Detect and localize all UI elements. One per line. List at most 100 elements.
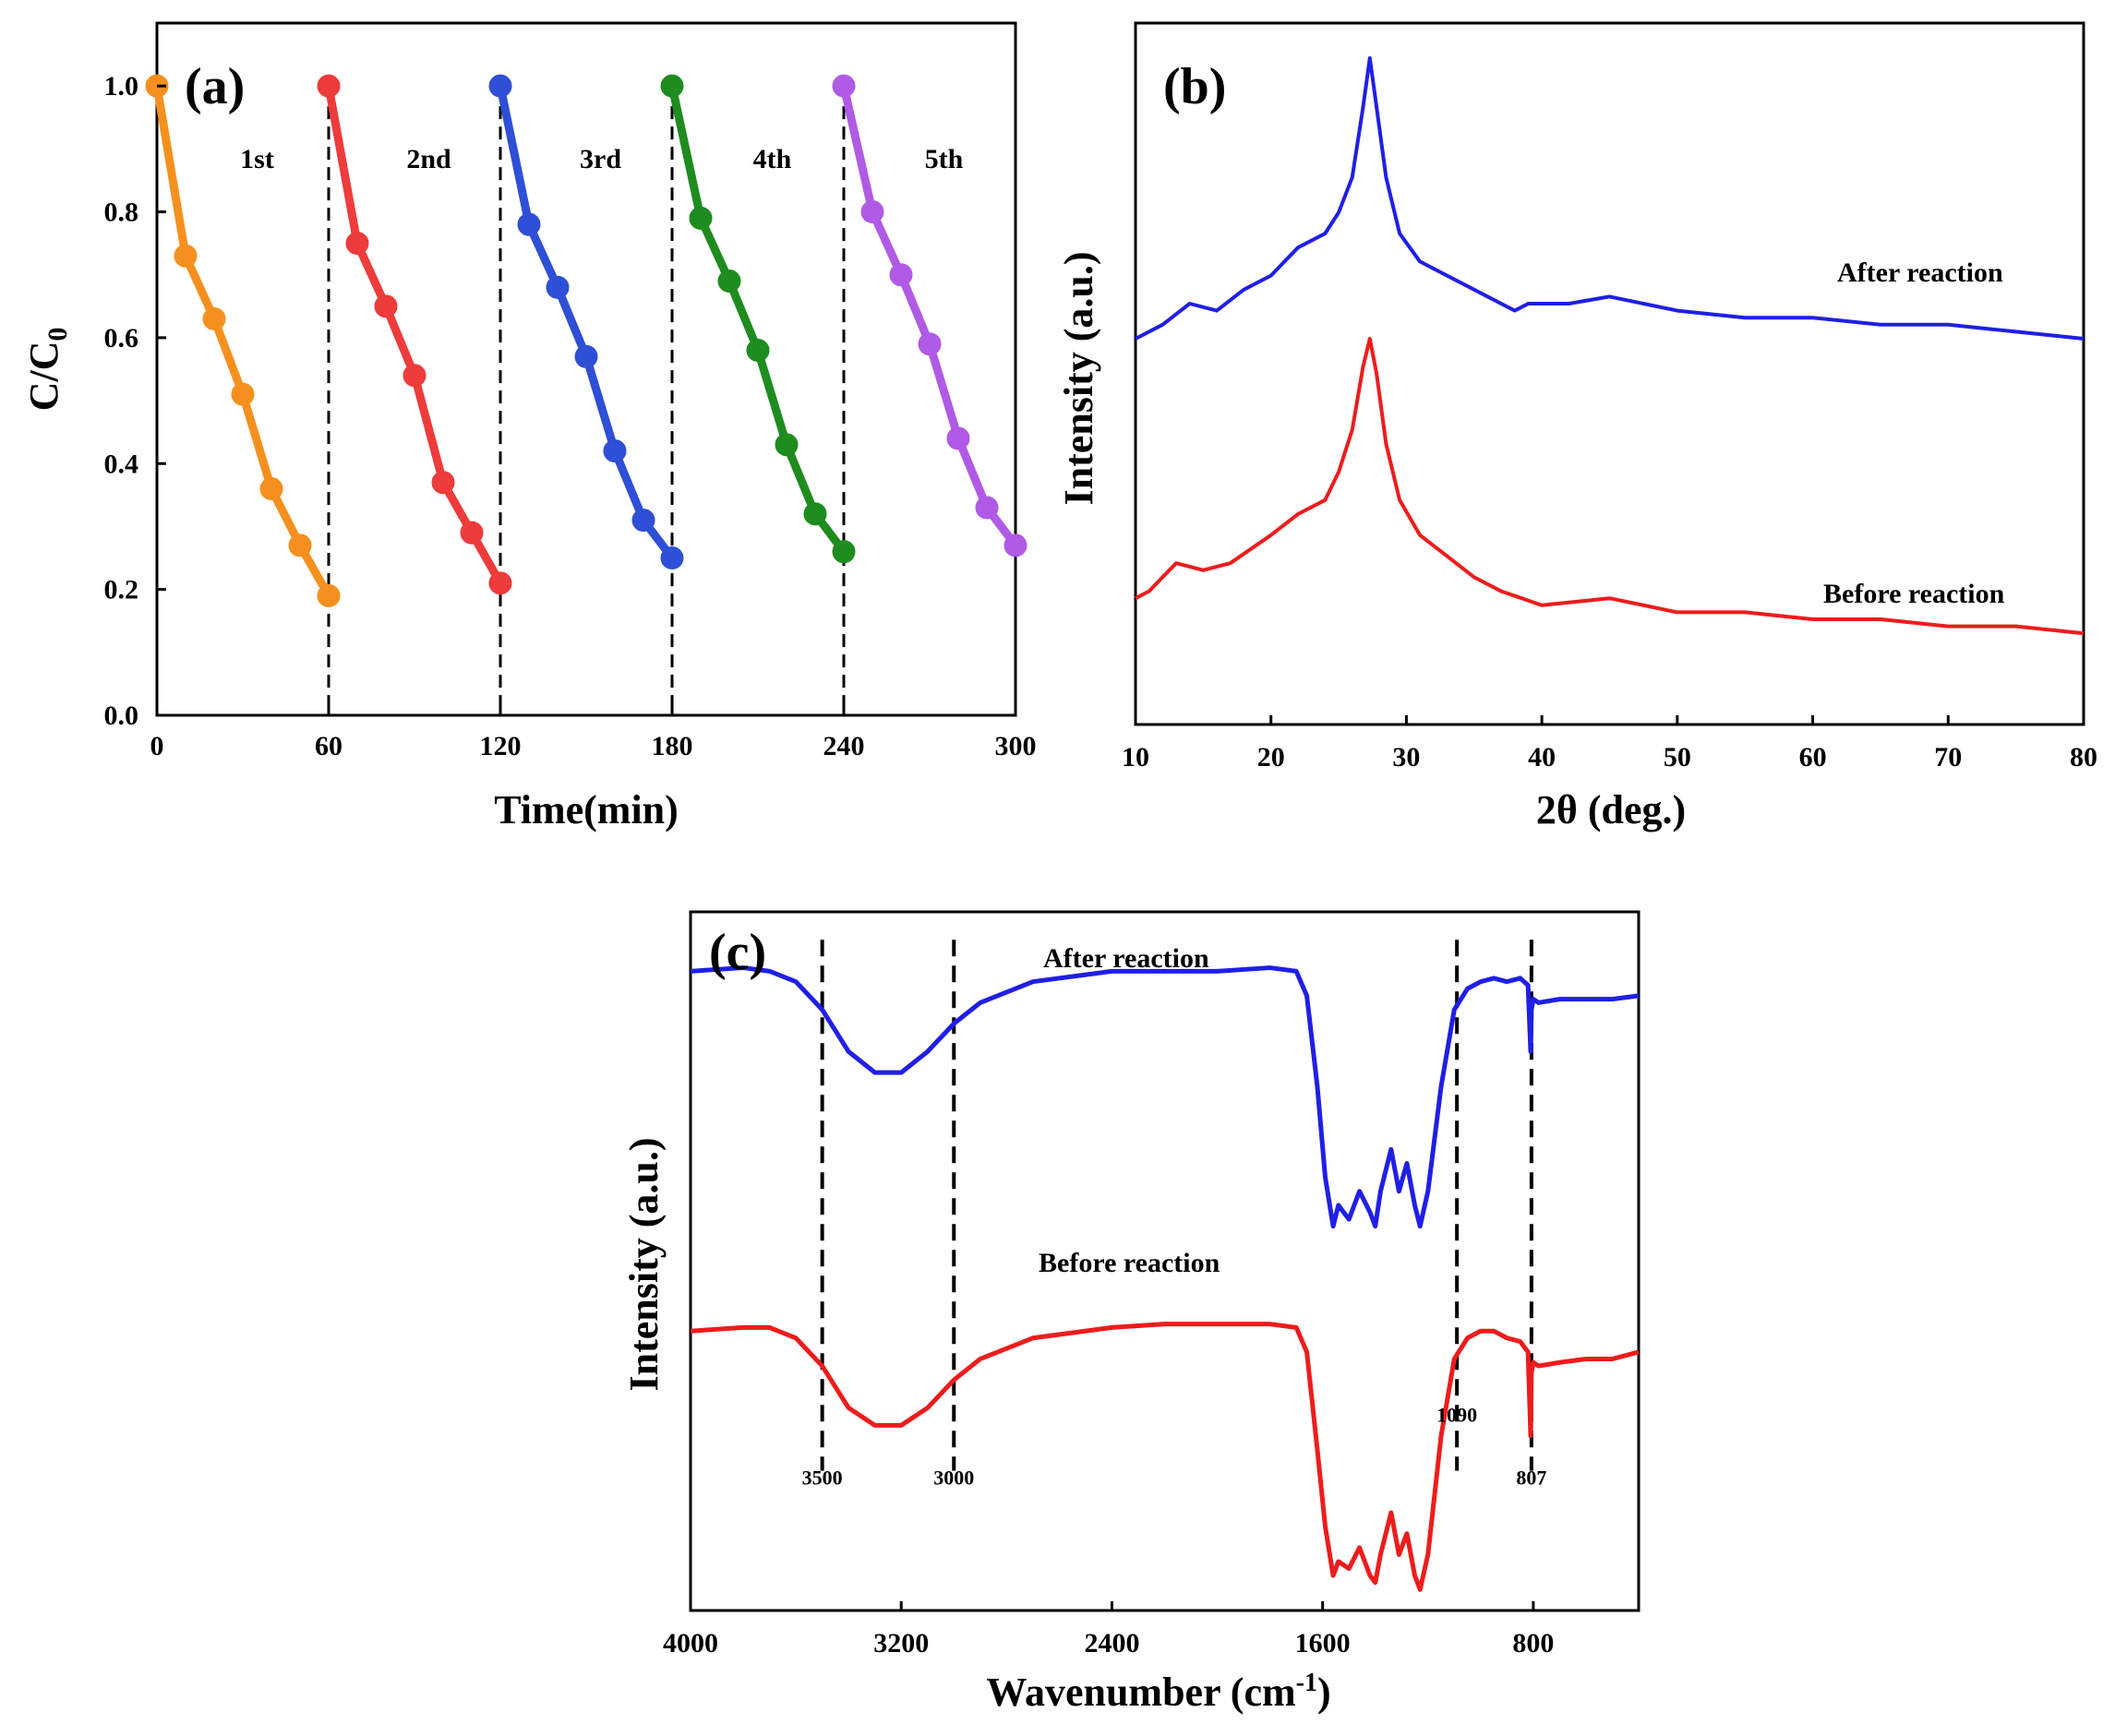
panel-a-data-point [660,546,684,570]
panel-a-data-point [603,439,627,463]
panel-c-x-axis-label: Wavenumber (cm-1) [986,1669,1330,1715]
panel-b-x-tick-label: 70 [1934,742,1962,772]
panel-a-y-tick-label: 0.0 [104,700,139,731]
panel-a-y-axis-label-main: C/C [21,341,66,412]
panel-b-x-tick-label: 30 [1392,742,1420,772]
panel-a-run-label: 1st [240,144,274,174]
panel-b-x-axis-label: 2θ (deg.) [1536,787,1686,832]
panel-a-data-point [803,502,827,526]
panel-c-before-reaction-label: Before reaction [1039,1248,1220,1278]
panel-a-data-point [374,294,398,318]
panel-a-data-point [317,74,341,98]
panel-a-data-point [574,344,598,368]
panel-a-x-tick-label: 180 [652,731,693,761]
panel-a-x-tick-label: 120 [480,731,522,761]
panel-b-frame [1134,21,2085,726]
panel-c-label: (c) [709,924,766,981]
panel-a-data-points [145,74,1027,607]
panel-b-label: (b) [1163,58,1226,115]
panel-c-frame [689,910,1640,1612]
panel-b-x-tick-label: 20 [1257,742,1285,772]
panel-a-x-tick-label: 240 [823,731,865,761]
panel-a-x-tick-label: 300 [995,731,1037,761]
panel-a-x-axis-label: Time(min) [494,787,679,832]
panel-a-data-point [546,275,570,299]
panel-a-y-axis-label: C/C0 [21,328,73,412]
panel-c-x-tick-label: 4000 [663,1628,718,1658]
panel-a-data-point [288,533,312,557]
panel-a-data-point [460,521,484,545]
panel-c-after-reaction-label: After reaction [1043,943,1209,974]
panel-c-y-axis-label: Intensity (a.u.) [621,1137,667,1391]
panel-c-marker-label-807: 807 [1516,1467,1546,1490]
panel-b-after-reaction-label: After reaction [1837,257,2003,288]
panel-a-x-tick-label: 0 [150,731,164,761]
panel-c-marker-label-3500: 3500 [802,1467,843,1490]
panel-a-y-tick-label: 0.4 [104,449,139,479]
panel-b: 10 20 30 40 50 60 70 80 (b) After reaction Befo… [1056,21,2097,832]
panel-a-data-point [918,332,942,356]
panel-a-data-point [832,74,856,98]
panel-a-y-tick-label: 0.2 [104,575,139,605]
panel-c-series-lines [690,965,1640,1592]
panel-a-data-point [689,206,713,230]
panel-c-marker-labels: 3500 3000 1090 807 [802,1404,1547,1490]
panel-a-y-ticks: 0.0 0.2 0.4 0.6 0.8 1.0 [104,71,166,731]
panel-c-x-axis-label-superscript: -1 [1296,1669,1317,1697]
panel-c-x-tick-label: 800 [1512,1628,1554,1658]
panel-a-run-label: 2nd [406,144,451,174]
panel-a-run-label: 4th [753,144,792,174]
panel-a-data-point [517,212,541,236]
panel-a-data-point [259,477,283,501]
panel-a-data-point [946,426,970,450]
panel-a-run-labels: 1st 2nd 3rd 4th 5th [240,144,963,174]
panel-c-marker-label-3000: 3000 [933,1467,974,1490]
panel-a-data-point [975,496,999,520]
panel-a-divider-lines [327,86,846,715]
panel-c-series-line-after-reaction [690,965,1640,1229]
panel-a-frame [155,21,1017,717]
panel-a-run-label: 5th [925,144,964,174]
panel-a-data-point [488,571,512,595]
panel-a-data-point [832,540,856,564]
panel-a-data-point [1003,533,1027,557]
panel-c-x-tick-label: 3200 [873,1628,929,1658]
panel-a-x-ticks: 0 60 120 180 240 300 [150,706,1037,761]
panel-c-x-axis-label-suffix: ) [1317,1670,1331,1715]
panel-a-y-axis-label-subscript: 0 [42,328,73,341]
panel-a-run-label: 3rd [580,144,621,174]
panel-a-data-point [174,244,198,268]
panel-a-data-point [775,433,799,457]
panel-a-y-tick-label: 1.0 [104,71,139,102]
panel-a-data-point [860,200,884,224]
panel-c-x-axis-label-main: Wavenumber (cm [986,1670,1295,1715]
panel-a-data-point [403,364,427,388]
panel-a-label: (a) [185,58,245,115]
panel-b-series-lines [1135,56,2085,636]
panel-b-series-line-before-reaction [1135,337,2085,636]
panel-b-x-tick-label: 60 [1799,742,1827,772]
panel-a-data-point [317,583,341,607]
panel-a-y-tick-label: 0.6 [104,323,139,353]
panel-a-x-tick-label: 60 [315,731,342,761]
panel-b-x-tick-label: 10 [1122,742,1149,772]
panel-a-data-point [431,471,455,495]
panel-a-data-point [345,232,369,256]
panel-b-x-tick-label: 40 [1528,742,1556,772]
panel-c-series-line-before-reaction [690,1322,1640,1592]
panel-b-series-line-after-reaction [1135,56,2085,341]
panel-c-x-ticks: 4000 3200 2400 1600 800 [663,1601,1554,1658]
panel-a-data-point [231,382,255,406]
panel-a-data-point [889,263,913,287]
panel-a-data-point [746,339,770,363]
panel-b-y-axis-label: Intensity (a.u.) [1056,251,1101,505]
panel-b-x-tick-label: 50 [1664,742,1691,772]
panel-a-y-tick-label: 0.8 [104,198,139,228]
panel-c-marker-label-1090: 1090 [1436,1404,1477,1427]
panel-c-x-tick-label: 1600 [1295,1628,1351,1658]
panel-b-before-reaction-label: Before reaction [1823,579,2005,609]
panel-a-data-point [631,509,655,533]
panel-c-x-tick-label: 2400 [1084,1628,1139,1658]
